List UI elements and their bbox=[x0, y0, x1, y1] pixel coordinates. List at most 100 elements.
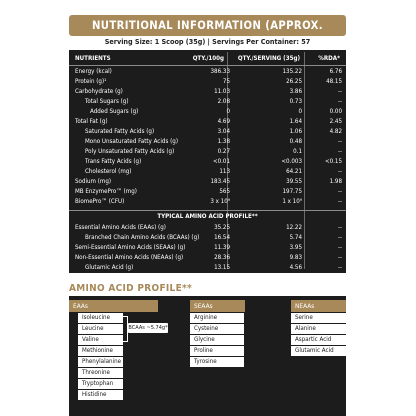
seaas-tab: SEAAs bbox=[190, 300, 245, 312]
nutrient-name: Added Sugars (g) bbox=[90, 108, 139, 115]
value-perserving: <0.003 bbox=[281, 158, 302, 165]
value-per100: 565 bbox=[219, 188, 230, 195]
nutrient-name: Non-Essential Amino Acids (NEAAs) (g) bbox=[75, 254, 184, 261]
value-rda: -- bbox=[337, 88, 342, 95]
value-per100: 3.04 bbox=[217, 128, 230, 135]
nutrient-name: Trans Fatty Acids (g) bbox=[85, 158, 142, 165]
value-perserving: 4.56 bbox=[289, 264, 302, 271]
value-per100: <0.01 bbox=[212, 158, 230, 165]
value-per100: 3 x 10⁹ bbox=[210, 198, 230, 205]
amino-acid-item: Isoleucine bbox=[78, 313, 123, 323]
nutrient-name: Protein (g)¹ bbox=[75, 78, 107, 85]
value-per100: 35.25 bbox=[214, 224, 230, 231]
header-nutrients: NUTRIENTS bbox=[75, 55, 111, 62]
value-rda: -- bbox=[337, 168, 342, 175]
table-row: Protein (g)¹ 75 26.25 48.15 bbox=[69, 77, 346, 87]
value-perserving: 3.86 bbox=[289, 88, 302, 95]
value-perserving: 0.73 bbox=[289, 98, 302, 105]
table-row: Mono Unsaturated Fatty Acids (g) 1.38 0.48… bbox=[69, 137, 346, 147]
nutrient-name: Cholesterol (mg) bbox=[85, 168, 132, 175]
value-per100: 0 bbox=[226, 108, 230, 115]
amino-acid-item: Leucine bbox=[78, 324, 123, 334]
value-per100: 2.08 bbox=[217, 98, 230, 105]
table-row: Cholesterol (mg) 113 64.21 -- bbox=[69, 167, 346, 177]
table-row: Energy (kcal) 386.33 135.22 6.76 bbox=[69, 67, 346, 77]
bottom-strip bbox=[69, 410, 346, 416]
value-per100: 386.33 bbox=[210, 68, 230, 75]
table-row: BiomePro™ (CFU) 3 x 10⁹ 1 x 10⁹ -- bbox=[69, 197, 346, 207]
value-rda: <0.15 bbox=[324, 158, 342, 165]
bcaa-bracket bbox=[123, 316, 128, 342]
value-rda: -- bbox=[337, 98, 342, 105]
nutrition-table: NUTRIENTS QTY./100g QTY./SERVING (35g) %… bbox=[69, 50, 346, 273]
amino-acid-item: Cysteine bbox=[190, 324, 244, 334]
amino-profile-title: AMINO ACID PROFILE** bbox=[69, 283, 193, 294]
nutrient-name: BiomePro™ (CFU) bbox=[75, 198, 125, 205]
value-perserving: 1 x 10⁹ bbox=[282, 198, 302, 205]
neaas-tab: NEAAs bbox=[291, 300, 346, 312]
header-perserving: QTY./SERVING (35g) bbox=[237, 55, 300, 62]
nutrient-name: Total Fat (g) bbox=[75, 118, 108, 125]
nutrition-title: NUTRITIONAL INFORMATION (APPROX. VALUES)… bbox=[69, 15, 346, 53]
value-perserving: 3.95 bbox=[289, 244, 302, 251]
value-perserving: 0.48 bbox=[289, 138, 302, 145]
amino-acid-item: Glutamic Acid bbox=[291, 346, 346, 356]
value-per100: 4.69 bbox=[217, 118, 230, 125]
value-rda: -- bbox=[337, 188, 342, 195]
value-rda: 2.45 bbox=[329, 118, 342, 125]
table-row: Poly Unsaturated Fatty Acids (g) 0.27 0.1 -… bbox=[69, 147, 346, 157]
amino-acid-item: Glycine bbox=[190, 335, 244, 345]
nutrient-name: Poly Unsaturated Fatty Acids (g) bbox=[85, 148, 175, 155]
amino-acid-item: Threonine bbox=[78, 368, 123, 378]
header-rda: %RDA* bbox=[318, 55, 340, 62]
nutrient-name: Saturated Fatty Acids (g) bbox=[85, 128, 155, 135]
table-row: Total Fat (g) 4.69 1.64 2.45 bbox=[69, 117, 346, 127]
nutrient-name: Total Sugars (g) bbox=[85, 98, 129, 105]
nutrient-name: MB EnzymePro™ (mg) bbox=[75, 188, 137, 195]
value-per100: 75 bbox=[222, 78, 230, 85]
table-row: Carbohydrate (g) 11.03 3.86 -- bbox=[69, 87, 346, 97]
value-perserving: 64.21 bbox=[286, 168, 302, 175]
table-row: Saturated Fatty Acids (g) 3.04 1.06 4.82 bbox=[69, 127, 346, 137]
amino-acid-item: Alanine bbox=[291, 324, 346, 334]
amino-acid-item: Arginine bbox=[190, 313, 244, 323]
table-row: Branched Chain Amino Acids (BCAAs) (g) 16… bbox=[69, 233, 346, 243]
value-perserving: 39.55 bbox=[286, 178, 302, 185]
nutrient-name: Glutamic Acid (g) bbox=[85, 264, 134, 271]
table-row: Glutamic Acid (g) 13.15 4.56 -- bbox=[69, 263, 346, 273]
amino-acid-item: Phenylalanine bbox=[78, 357, 123, 367]
header-per100: QTY./100g bbox=[192, 55, 224, 62]
column-divider bbox=[304, 52, 305, 269]
nutrient-name: Carbohydrate (g) bbox=[75, 88, 123, 95]
value-perserving: 0 bbox=[298, 108, 302, 115]
value-rda: -- bbox=[337, 244, 342, 251]
value-perserving: 12.22 bbox=[286, 224, 302, 231]
table-header: NUTRIENTS QTY./100g QTY./SERVING (35g) %… bbox=[69, 54, 346, 64]
value-perserving: 5.74 bbox=[289, 234, 302, 241]
serving-info: Serving Size: 1 Scoop (35g) | Servings P… bbox=[104, 37, 311, 46]
value-rda: -- bbox=[337, 254, 342, 261]
value-rda: 4.82 bbox=[329, 128, 342, 135]
value-rda: -- bbox=[337, 264, 342, 271]
amino-acid-item: Histidine bbox=[78, 390, 123, 400]
value-rda: 48.15 bbox=[326, 78, 342, 85]
value-rda: 6.76 bbox=[329, 68, 342, 75]
amino-subhead: TYPICAL AMINO ACID PROFILE** bbox=[157, 213, 258, 220]
nutrient-name: Sodium (mg) bbox=[75, 178, 112, 185]
value-per100: 113 bbox=[219, 168, 230, 175]
value-perserving: 9.83 bbox=[289, 254, 302, 261]
table-row: Sodium (mg) 183.45 39.55 1.98 bbox=[69, 177, 346, 187]
nutrient-name: Mono Unsaturated Fatty Acids (g) bbox=[85, 138, 178, 145]
nutrient-name: Semi-Essential Amino Acids (SEAAs) (g) bbox=[75, 244, 186, 251]
value-per100: 0.27 bbox=[217, 148, 230, 155]
table-row: Non-Essential Amino Acids (NEAAs) (g) 28.… bbox=[69, 253, 346, 263]
value-per100: 11.39 bbox=[214, 244, 230, 251]
value-per100: 11.03 bbox=[214, 88, 230, 95]
amino-acid-item: Valine bbox=[78, 335, 123, 345]
amino-acid-item: Tyrosine bbox=[190, 357, 244, 367]
amino-acid-item: Serine bbox=[291, 313, 346, 323]
amino-acid-item: Aspartic Acid bbox=[291, 335, 346, 345]
nutrient-name: Branched Chain Amino Acids (BCAAs) (g) bbox=[85, 234, 200, 241]
table-row: MB EnzymePro™ (mg) 565 197.75 -- bbox=[69, 187, 346, 197]
table-row: Essential Amino Acids (EAAs) (g) 35.25 12.… bbox=[69, 223, 346, 233]
